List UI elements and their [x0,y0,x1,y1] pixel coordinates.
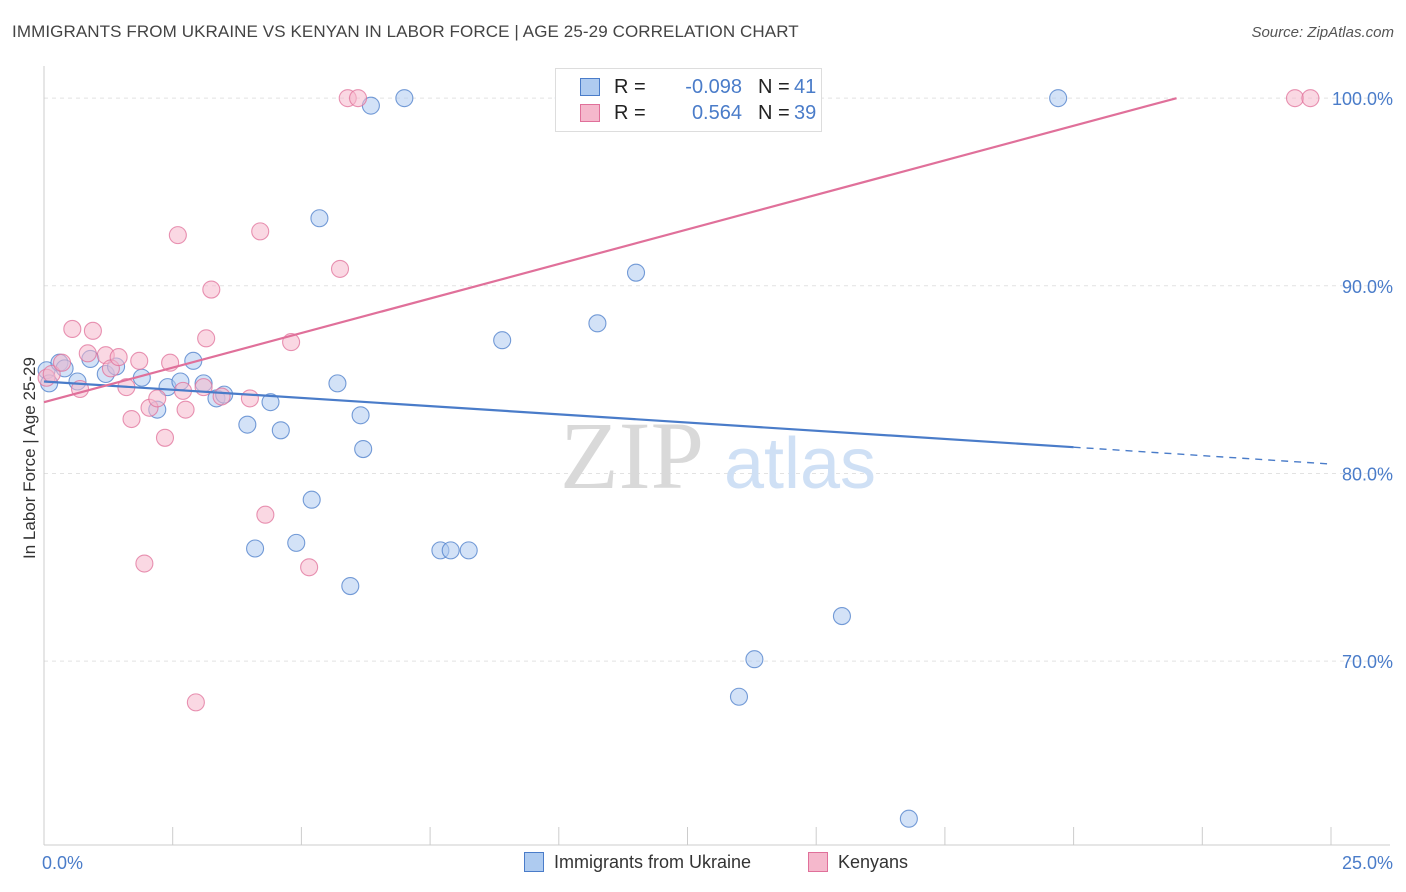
ukraine-point [238,415,257,434]
ukraine-point [328,374,347,393]
kenyans-point [155,428,175,447]
series-ukraine-points [37,89,1068,828]
kenyans-point [78,344,97,363]
legend-n-value: 39 [794,102,817,124]
ukraine-point [310,209,329,228]
kenyans-point [109,348,128,367]
ukraine-point [302,490,321,509]
kenyans-point [148,389,167,408]
ukraine-trend-line [43,380,1074,449]
kenyans-point [130,351,149,370]
watermark-atlas: atlas [724,424,876,504]
x-tick-label: 25.0% [1342,853,1393,873]
ukraine-point [493,331,512,350]
legend-n-label: N = [758,102,790,124]
legend-r-label: R = [614,76,646,98]
kenyans-point [83,321,102,340]
ukraine-point [729,687,749,706]
kenyans-point [256,505,275,524]
legend-r-label: R = [614,102,646,124]
trend-lines [43,97,1332,465]
kenyans-point [135,554,154,573]
bottom-legend-label-ukraine: Immigrants from Ukraine [554,852,752,872]
kenyans-point [251,222,270,241]
kenyans-point [212,387,231,406]
kenyans-point [240,389,259,408]
ukraine-point [351,406,370,425]
axes [43,66,1390,846]
bottom-legend-label-kenyans: Kenyans [838,852,909,872]
ukraine-point [588,314,607,333]
bottom-legend-swatch-kenyans [808,852,828,872]
kenyans-point [1285,89,1305,108]
ukraine-point [832,607,851,626]
legend-swatch-ukraine [580,78,600,96]
x-tick-labels: 0.0% 25.0% [42,853,1393,873]
ukraine-point [626,263,646,282]
ukraine-point [441,541,460,560]
ukraine-point [395,89,414,108]
ukraine-point [261,393,280,412]
kenyans-point [1301,89,1320,108]
ukraine-point [745,650,764,669]
kenyans-point [63,319,82,339]
legend-n-value: 41 [794,76,817,98]
source-label: Source: ZipAtlas.com [1251,24,1394,41]
chart-title: IMMIGRANTS FROM UKRAINE VS KENYAN IN LAB… [12,22,799,41]
kenyans-point [197,329,216,348]
kenyans-point [186,693,205,712]
kenyans-point [168,226,187,245]
kenyans-point [122,409,141,429]
stats-legend: R = -0.098 N = 41 R = 0.564 N = 39 [555,68,822,132]
legend-r-value: -0.098 [685,76,742,98]
grid-lines [44,97,1390,662]
ukraine-point [271,421,290,440]
y-tick-label: 100.0% [1332,89,1393,109]
y-tick-labels: 70.0% 80.0% 90.0% 100.0% [1332,89,1393,672]
x-tick-label: 0.0% [42,853,83,873]
legend-swatch-kenyans [580,104,600,122]
y-tick-label: 90.0% [1342,277,1393,297]
kenyans-point [300,558,319,577]
kenyans-point [348,89,368,108]
ukraine-point [899,809,918,828]
ukraine-trend-extension [1073,446,1332,465]
bottom-legend-kenyans: Kenyans [808,852,908,873]
kenyans-point [176,400,195,419]
legend-n-label: N = [758,76,790,98]
ukraine-point [287,533,306,552]
ukraine-point [1049,89,1068,108]
kenyans-point [202,280,221,299]
kenyans-point [330,259,350,278]
kenyans-point [52,353,72,372]
kenyans-trend-line [43,97,1177,404]
legend-r-value: 0.564 [691,102,742,124]
bottom-legend-swatch-ukraine [524,852,544,872]
y-tick-label: 70.0% [1342,652,1393,672]
ukraine-point [246,539,265,558]
ukraine-point [341,576,360,596]
ukraine-point [459,541,478,560]
bottom-legend-ukraine: Immigrants from Ukraine [524,852,751,873]
ukraine-point [354,440,373,459]
y-tick-label: 80.0% [1342,464,1393,484]
